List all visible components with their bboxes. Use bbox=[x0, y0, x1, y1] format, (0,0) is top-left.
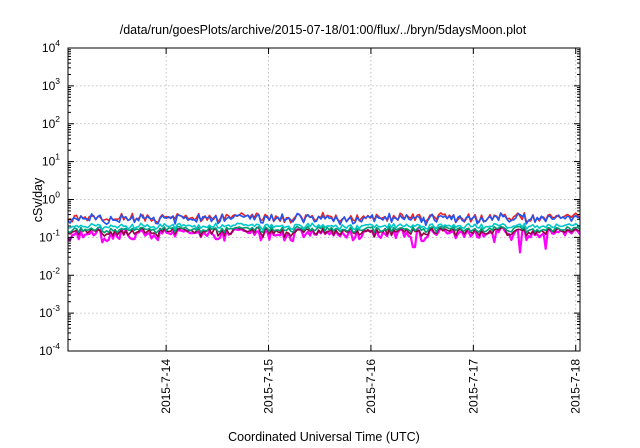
x-tick-label: 2015-7-16 bbox=[364, 359, 378, 414]
x-axis-label: Coordinated Universal Time (UTC) bbox=[228, 430, 420, 444]
grid bbox=[68, 48, 580, 351]
ticks: 10-4 10-3 10-2 10-1 100 101 102 103 104 2015-7-14… bbox=[39, 38, 583, 414]
series-line bbox=[67, 211, 581, 224]
y-tick-label: 10-3 bbox=[39, 303, 60, 320]
y-axis-label: cSv/day bbox=[31, 177, 45, 222]
y-tick-label: 101 bbox=[42, 152, 60, 169]
x-tick-label: 2015-7-15 bbox=[262, 359, 276, 414]
y-tick-label: 10-1 bbox=[39, 227, 60, 244]
x-tick-label: 2015-7-18 bbox=[569, 359, 583, 414]
series-line bbox=[67, 222, 581, 231]
series-layer bbox=[67, 211, 581, 254]
series-line bbox=[67, 226, 581, 239]
series-line bbox=[67, 225, 581, 234]
chart-title: /data/run/goesPlots/archive/2015-07-18/0… bbox=[120, 23, 527, 37]
y-tick-label: 10-4 bbox=[39, 341, 60, 358]
y-tick-label: 10-2 bbox=[39, 265, 60, 282]
y-tick-label: 100 bbox=[42, 190, 60, 207]
x-tick-label: 2015-7-17 bbox=[466, 359, 480, 414]
y-tick-label: 103 bbox=[42, 76, 60, 93]
series-line bbox=[67, 212, 581, 227]
y-tick-label: 104 bbox=[42, 38, 60, 55]
y-tick-label: 102 bbox=[42, 114, 60, 131]
x-tick-label: 2015-7-14 bbox=[159, 359, 173, 414]
